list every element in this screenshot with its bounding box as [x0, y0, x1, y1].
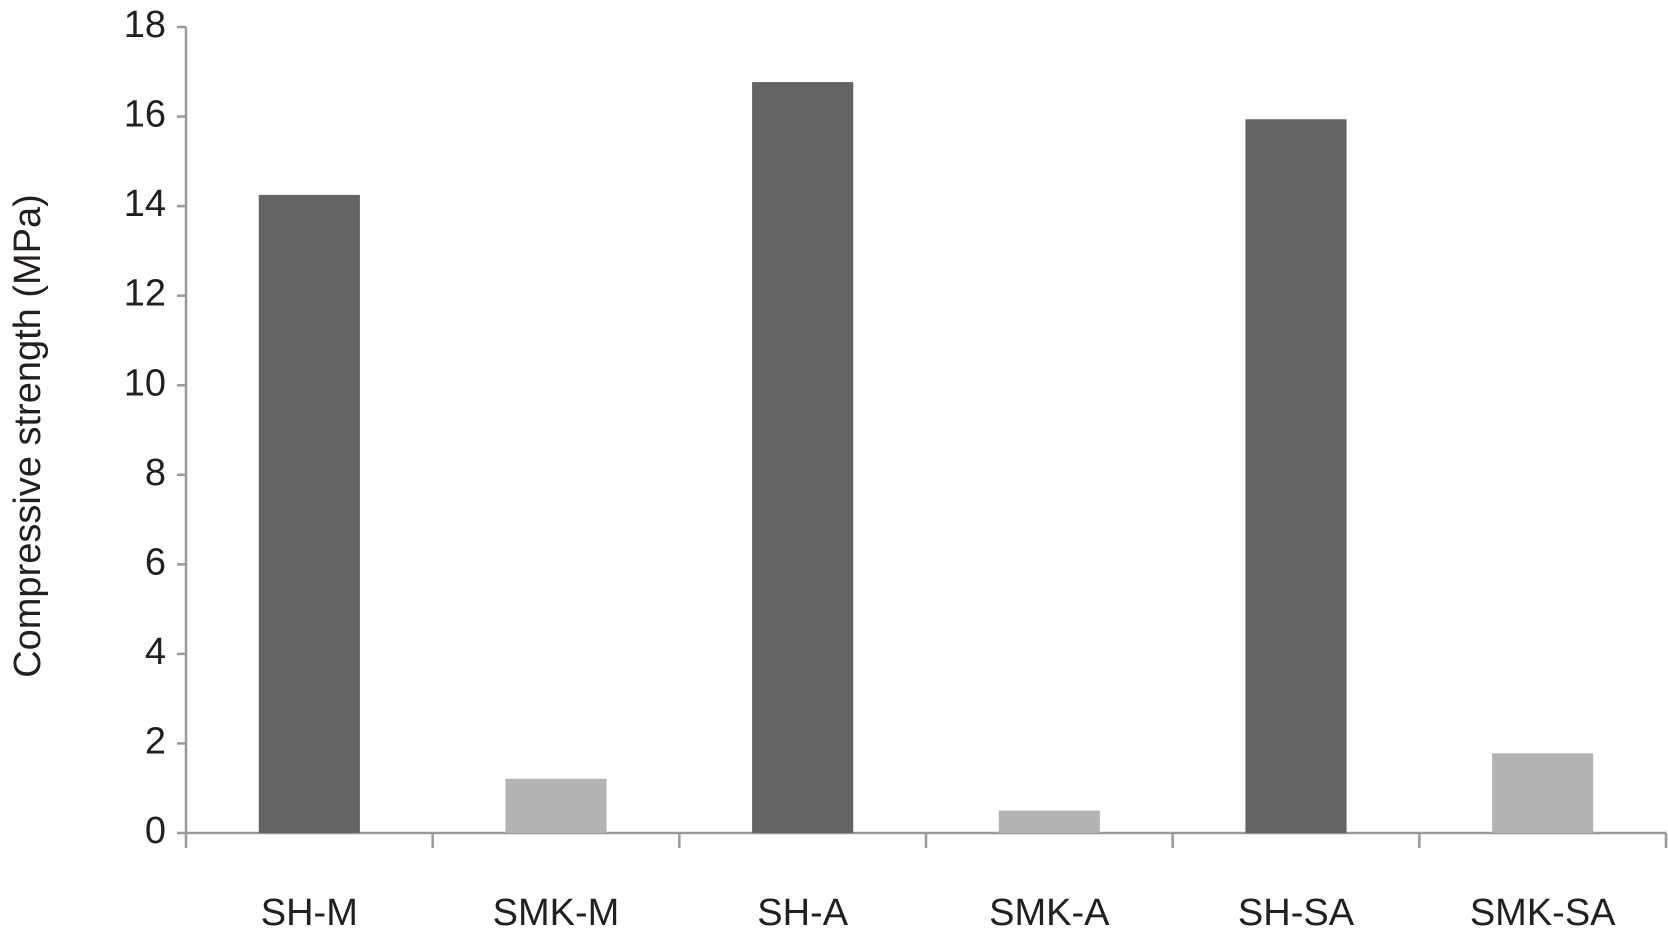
y-tick-label: 6 [145, 541, 166, 583]
y-axis-title: Compressive strength (MPa) [7, 194, 49, 678]
y-tick-label: 16 [124, 94, 166, 136]
y-tick-label: 14 [124, 183, 166, 225]
x-tick-label: SMK-SA [1470, 892, 1616, 934]
x-tick-label: SMK-A [989, 892, 1110, 934]
bar [258, 194, 360, 833]
y-tick-label: 8 [145, 452, 166, 494]
y-tick-label: 12 [124, 273, 166, 315]
x-tick-label: SH-M [261, 892, 358, 934]
bar [505, 778, 607, 833]
x-tick-label: SH-A [757, 892, 848, 934]
bar [1492, 753, 1594, 833]
bar [752, 82, 854, 834]
x-tick-label: SH-SA [1238, 892, 1355, 934]
x-tick-label: SMK-M [493, 892, 620, 934]
bar [1245, 119, 1347, 833]
bar [998, 810, 1100, 833]
y-tick-label: 2 [145, 720, 166, 762]
y-tick-label: 18 [124, 4, 166, 46]
y-tick-label: 0 [145, 810, 166, 852]
y-tick-label: 10 [124, 362, 166, 404]
y-tick-label: 4 [145, 631, 166, 673]
